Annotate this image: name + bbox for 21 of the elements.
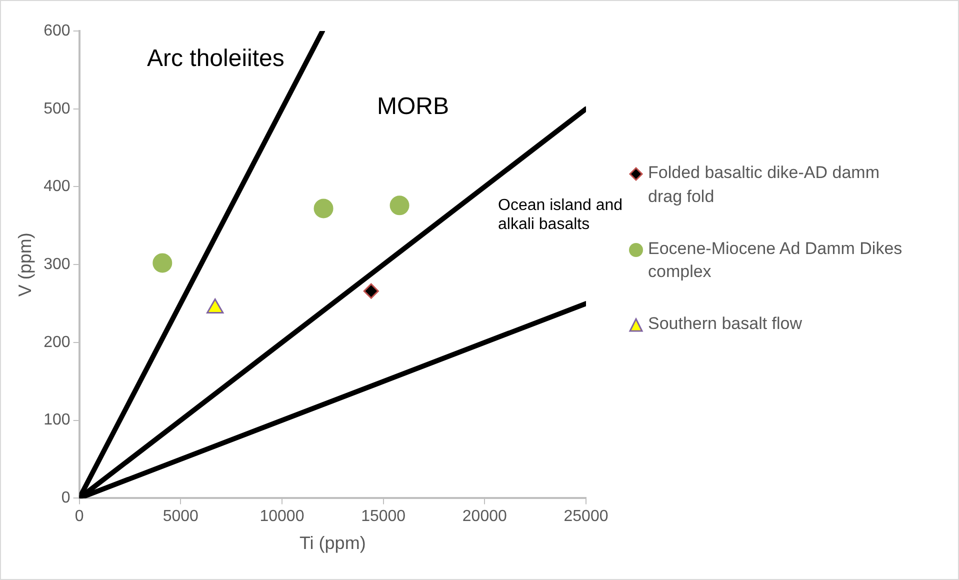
y-tick-label: 0: [61, 490, 70, 507]
x-tick-label: 5000: [162, 508, 199, 526]
x-tick-label: 25000: [564, 508, 608, 526]
x-tick-label: 10000: [260, 508, 304, 526]
y-tick-label: 300: [44, 256, 70, 274]
y-tick-label: 200: [44, 334, 70, 351]
y-tick-label: 600: [44, 22, 70, 40]
y-axis-title: V (ppm): [14, 232, 35, 297]
x-tick-label: 0: [74, 508, 84, 526]
x-tick-label: 20000: [462, 508, 508, 526]
legend-label: Southern basalt flow: [648, 313, 802, 336]
annotation: MORB: [377, 93, 450, 122]
annotation: Ocean island and alkali basalts: [498, 196, 623, 234]
y-tick-label: 500: [44, 100, 70, 118]
annotation: Arc tholeiites: [147, 45, 286, 74]
x-axis-title: Ti (ppm): [299, 533, 366, 554]
y-tick-label: 400: [44, 178, 70, 196]
y-tick-label: 100: [44, 412, 70, 429]
legend-label: Folded basaltic dike-AD damm drag fold: [648, 162, 880, 208]
legend-label: Eocene-Miocene Ad Damm Dikes complex: [648, 238, 903, 284]
x-tick-label: 15000: [361, 508, 406, 526]
